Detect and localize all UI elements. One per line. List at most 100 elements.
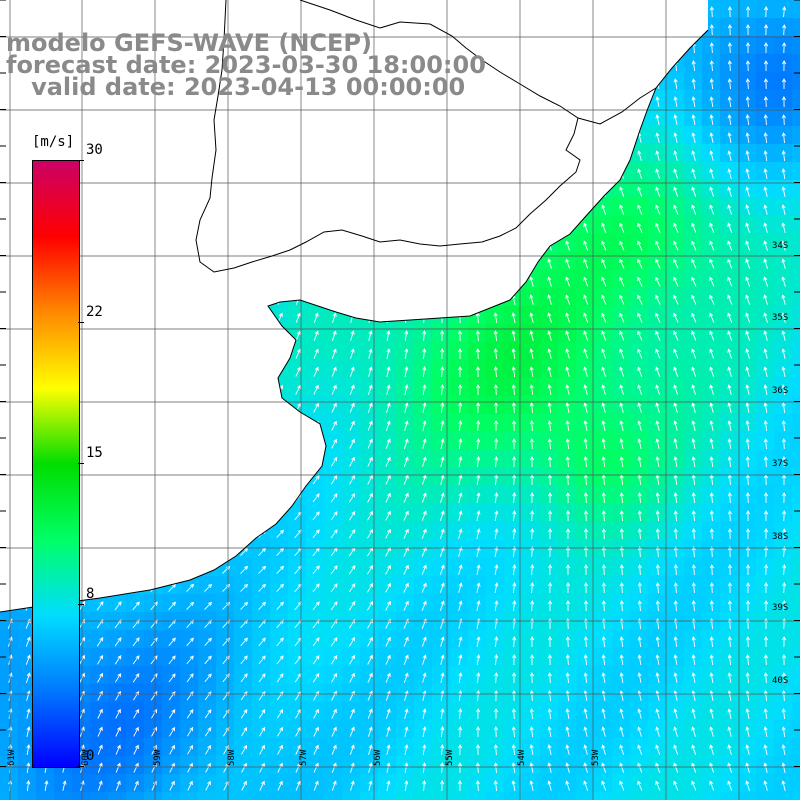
speed-cell: [324, 666, 343, 685]
speed-cell: [306, 594, 325, 613]
wind-arrow: [691, 366, 697, 377]
wind-arrow: [440, 636, 445, 647]
wind-arrow: [511, 366, 516, 378]
wind-arrow: [691, 636, 696, 648]
wind-arrow: [458, 510, 463, 521]
wind-arrow: [709, 312, 715, 323]
wind-arrow: [277, 744, 283, 755]
wind-arrow: [745, 276, 751, 287]
wind-arrow: [367, 492, 373, 503]
wind-arrow: [440, 366, 445, 378]
wind-arrow: [421, 528, 427, 539]
wind-arrow: [331, 744, 337, 755]
wind-arrow: [782, 24, 787, 36]
wind-arrow: [331, 402, 337, 413]
wind-arrow: [386, 366, 391, 378]
speed-cell: [180, 792, 199, 800]
wind-arrow: [385, 690, 391, 701]
speed-cell: [792, 720, 800, 739]
wind-arrow: [403, 600, 409, 611]
wind-arrow: [727, 780, 733, 791]
wind-arrow: [312, 583, 320, 593]
wind-arrow: [547, 312, 552, 323]
wind-arrow: [781, 312, 786, 323]
wind-arrow: [781, 672, 786, 684]
wind-arrow: [691, 330, 697, 341]
wind-arrow: [583, 780, 589, 791]
wind-arrow: [655, 726, 660, 737]
wind-arrow: [476, 636, 481, 647]
speed-cell: [792, 54, 800, 73]
speed-cell: [594, 522, 613, 541]
wind-arrow: [440, 726, 445, 738]
wind-arrow: [727, 114, 732, 125]
latitude-label: 37S: [772, 459, 788, 469]
wind-arrow: [276, 655, 284, 665]
wind-arrow: [745, 726, 750, 737]
wind-arrow: [422, 708, 427, 719]
wind-arrow: [637, 168, 643, 179]
wind-arrow: [440, 654, 445, 665]
wind-arrow: [727, 150, 732, 162]
wind-arrow: [547, 366, 552, 377]
wind-arrow: [331, 708, 337, 719]
wind-arrow: [709, 420, 714, 431]
speed-cell: [468, 738, 487, 757]
speed-cell: [756, 108, 775, 127]
speed-cell: [288, 594, 307, 613]
speed-cell: [774, 792, 793, 800]
wind-arrow: [565, 672, 570, 684]
speed-cell: [126, 792, 145, 800]
speed-cell: [774, 108, 793, 127]
wind-arrow: [331, 366, 337, 377]
wind-arrow: [547, 726, 552, 737]
speed-cell: [738, 504, 757, 523]
speed-cell: [108, 666, 127, 685]
wind-arrow: [727, 492, 732, 504]
speed-cell: [540, 792, 559, 800]
speed-cell: [288, 648, 307, 667]
speed-cell: [234, 684, 253, 703]
wind-arrow: [277, 762, 283, 773]
wind-arrow: [655, 330, 661, 341]
wind-arrow: [727, 564, 732, 576]
wind-arrow: [691, 690, 696, 701]
wind-arrow: [745, 78, 750, 90]
longitude-label: 54W: [517, 749, 527, 766]
speed-cell: [738, 630, 757, 649]
speed-cell: [288, 522, 307, 541]
speed-cell: [198, 720, 217, 739]
speed-cell: [234, 702, 253, 721]
wind-arrow: [403, 582, 409, 593]
wind-arrow: [494, 672, 499, 684]
speed-cell: [792, 594, 800, 613]
wind-arrow: [349, 636, 356, 647]
wind-arrow: [601, 222, 607, 233]
wind-arrow: [601, 690, 606, 701]
wind-arrow: [709, 780, 715, 791]
wind-arrow: [529, 348, 534, 359]
wind-arrow: [547, 330, 552, 341]
wind-arrow: [673, 204, 679, 215]
wind-arrow: [745, 240, 751, 251]
wind-arrow: [673, 312, 679, 323]
speed-cell: [666, 558, 685, 577]
wind-arrow: [312, 529, 320, 539]
wind-arrow: [204, 583, 213, 592]
wind-arrow: [458, 402, 463, 414]
wind-arrow: [457, 330, 462, 342]
title-forecast-date: forecast date: 2023-03-30 18:00:00: [6, 51, 486, 79]
wind-arrow: [601, 456, 606, 467]
wind-arrow: [404, 402, 409, 413]
speed-cell: [162, 630, 181, 649]
speed-cell: [378, 558, 397, 577]
wind-arrow: [204, 655, 212, 665]
wind-arrow: [529, 690, 534, 702]
speed-cell: [126, 594, 145, 613]
wind-arrow: [440, 330, 445, 342]
wind-arrow: [151, 726, 157, 737]
wind-arrow: [312, 655, 320, 665]
wind-arrow: [601, 654, 606, 666]
speed-cell: [576, 468, 595, 487]
